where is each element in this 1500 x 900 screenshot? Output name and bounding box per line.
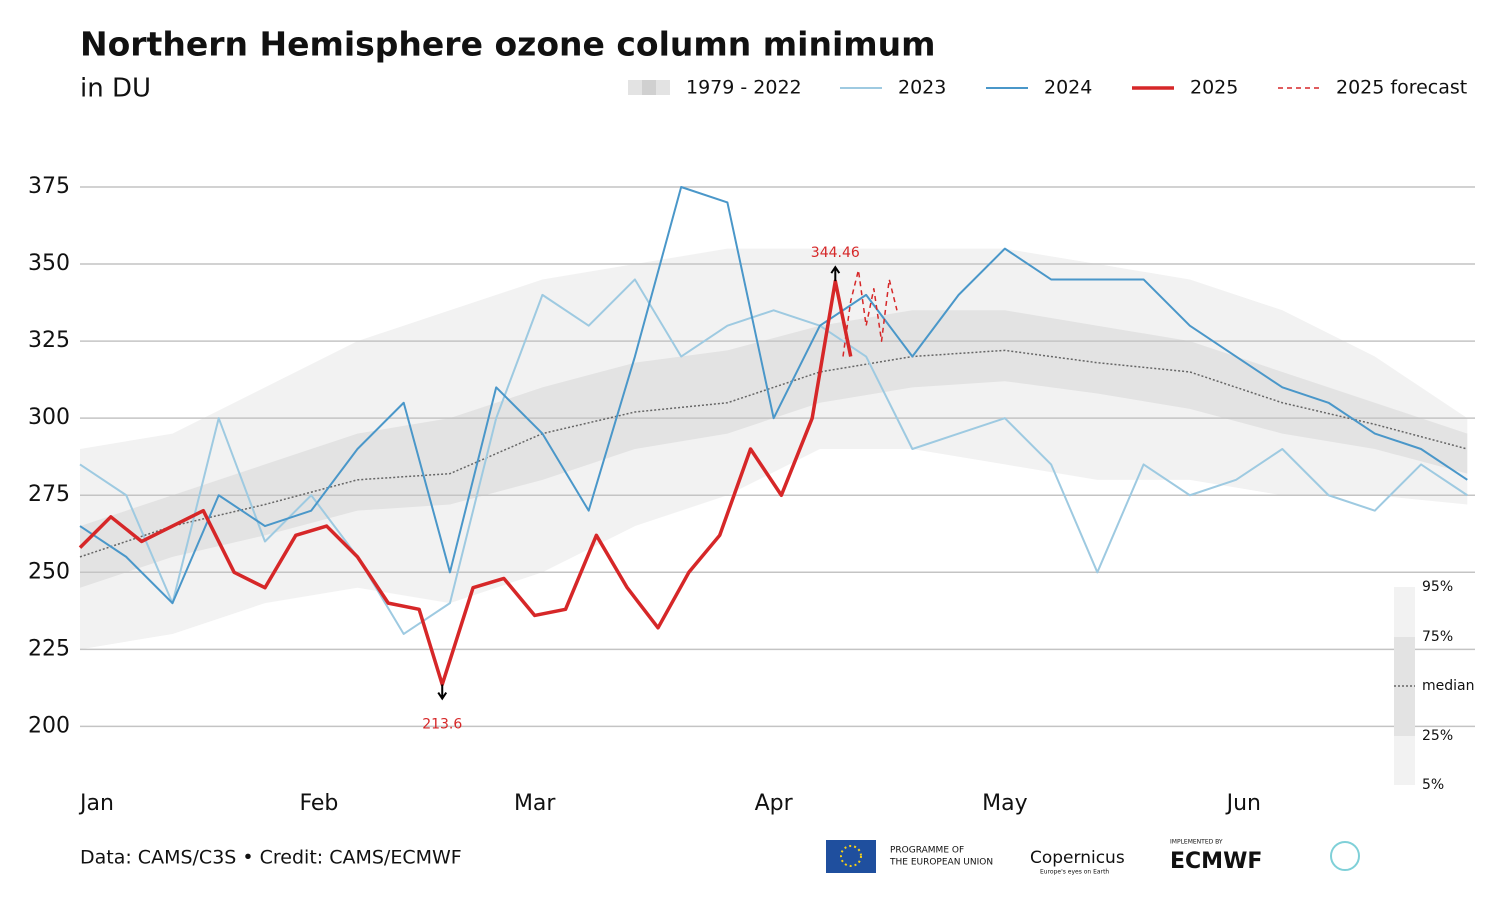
- extreme-label: 344.46: [811, 245, 860, 261]
- inset-band: [1394, 637, 1415, 736]
- inset-label: 95%: [1422, 579, 1453, 595]
- logo-text: THE EUROPEAN UNION: [889, 858, 993, 868]
- y-tick-label: 200: [28, 713, 70, 738]
- y-tick-label: 250: [28, 559, 70, 584]
- cams-logo: [1330, 841, 1360, 871]
- legend-swatch: [642, 80, 656, 95]
- chart-subtitle: in DU: [80, 74, 151, 104]
- chart-title: Northern Hemisphere ozone column minimum: [80, 25, 936, 64]
- extreme-arrow: [437, 684, 448, 701]
- logos: PROGRAMME OF THE EUROPEAN UNION Copernic…: [826, 839, 1360, 876]
- median-line: [79, 349, 1468, 558]
- x-tick-label: Jun: [1225, 791, 1261, 816]
- inset-label: 75%: [1422, 629, 1453, 645]
- logo-text: IMPLEMENTED BY: [1170, 839, 1223, 846]
- climatology-band: [80, 248, 1468, 650]
- x-tick-label: Mar: [514, 791, 556, 816]
- logo-text: ECMWF: [1170, 849, 1262, 874]
- series-line: [78, 279, 853, 687]
- legend-label: 2025: [1190, 77, 1238, 99]
- source: Data: CAMS/C3S • Credit: CAMS/ECMWF: [80, 847, 462, 869]
- series-line: [79, 278, 1468, 635]
- extreme-arrow: [830, 265, 841, 282]
- y-tick-label: 325: [28, 328, 70, 353]
- eu-stars: [840, 845, 862, 867]
- logo-text: Copernicus: [1030, 848, 1125, 868]
- legend-label: 2023: [898, 77, 946, 99]
- extreme-label: 213.6: [422, 717, 462, 733]
- x-tick-label: Apr: [755, 791, 794, 816]
- x-tick-label: Feb: [299, 791, 338, 816]
- climatology-band: [80, 310, 1468, 588]
- y-tick-label: 275: [28, 482, 70, 507]
- y-tick-label: 350: [28, 251, 70, 276]
- logo-text: PROGRAMME OF: [890, 846, 964, 856]
- legend-label: 1979 - 2022: [686, 77, 802, 99]
- series-line: [79, 185, 1468, 605]
- logo-text: Europe's eyes on Earth: [1040, 869, 1109, 876]
- inset-label: 5%: [1422, 777, 1444, 793]
- series-line: [842, 269, 898, 357]
- x-tick-label: Jan: [78, 791, 114, 816]
- x-tick-label: May: [982, 791, 1027, 816]
- legend-label: 2025 forecast: [1336, 77, 1467, 99]
- eu-flag: [826, 840, 876, 873]
- inset-label: median: [1422, 678, 1474, 694]
- inset-label: 25%: [1422, 728, 1453, 744]
- y-tick-label: 375: [28, 174, 70, 199]
- legend-label: 2024: [1044, 77, 1092, 99]
- y-tick-label: 300: [28, 405, 70, 430]
- y-tick-label: 225: [28, 636, 70, 661]
